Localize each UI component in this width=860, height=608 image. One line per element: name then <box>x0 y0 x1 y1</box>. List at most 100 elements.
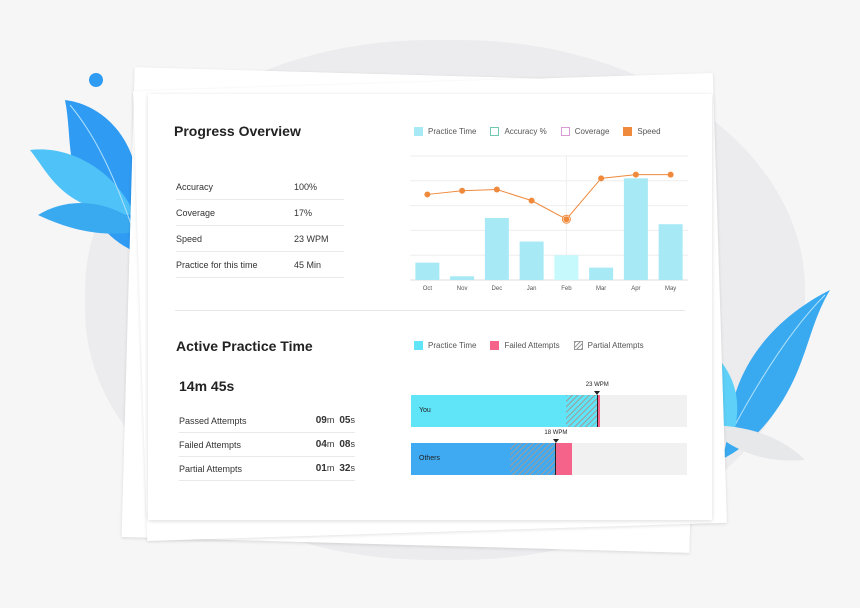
duration-unit: m <box>326 463 335 473</box>
x-tick-label: Nov <box>457 286 468 292</box>
stat-value: 100% <box>294 181 318 192</box>
legend-label: Practice Time <box>428 341 477 350</box>
x-tick-label: Feb <box>561 286 572 292</box>
duration-unit: m <box>326 415 335 425</box>
progress-legend-item: Practice Time <box>414 127 476 136</box>
practice-time-bar[interactable] <box>658 224 683 280</box>
speed-point[interactable] <box>459 187 466 194</box>
legend-swatch <box>414 127 423 136</box>
active-legend-item: Partial Attempts <box>573 341 644 350</box>
progress-overview-title: Progress Overview <box>174 123 301 139</box>
speed-point[interactable] <box>424 191 431 198</box>
stat-row: Accuracy 100% <box>176 174 344 200</box>
partial-segment[interactable] <box>510 443 556 475</box>
active-legend: Practice Time Failed Attempts Partial Atte… <box>414 341 644 350</box>
legend-label: Failed Attempts <box>504 341 560 350</box>
partial-segment[interactable] <box>565 395 598 427</box>
active-legend-item: Failed Attempts <box>490 341 560 350</box>
attempt-row: Passed Attempts 09m 05s <box>179 409 355 433</box>
practice-time-bar[interactable] <box>623 178 648 280</box>
legend-label: Practice Time <box>428 127 477 136</box>
stat-label: Accuracy <box>176 181 214 192</box>
speed-point[interactable] <box>493 186 500 193</box>
legend-label: Speed <box>637 127 661 136</box>
stat-row: Speed 23 WPM <box>176 226 344 252</box>
attempt-label: Failed Attempts <box>179 439 242 450</box>
progress-legend-item: Speed <box>623 127 661 136</box>
x-tick-label: May <box>665 286 676 292</box>
duration-unit: s <box>350 439 356 449</box>
stat-value: 17% <box>294 207 313 218</box>
practice-time-bar[interactable] <box>589 267 614 280</box>
attempt-label: Passed Attempts <box>179 415 247 426</box>
x-tick-label: Mar <box>596 286 606 292</box>
dot-decoration <box>89 73 103 87</box>
x-tick-label: Dec <box>492 286 503 292</box>
stat-row: Practice for this time 45 Min <box>176 252 344 278</box>
progress-legend-item: Coverage <box>560 127 610 136</box>
legend-label: Partial Attempts <box>587 341 644 350</box>
speed-point[interactable] <box>632 171 639 178</box>
failed-segment[interactable] <box>555 443 573 475</box>
practice-segment[interactable] <box>411 395 566 427</box>
duration-number: 08 <box>339 439 351 450</box>
duration-number: 09 <box>315 415 327 426</box>
active-legend-item: Practice Time <box>414 341 476 350</box>
legend-swatch <box>490 341 500 350</box>
speed-point[interactable] <box>598 175 605 182</box>
dashboard-card: Progress Overview Practice Time Accuracy … <box>148 94 712 520</box>
attempt-row: Partial Attempts 01m 32s <box>179 457 355 481</box>
attempts-list: Passed Attempts 09m 05s Failed Attempts 04m 0… <box>179 409 355 481</box>
legend-swatch <box>560 127 570 136</box>
practice-time-bar[interactable] <box>554 255 579 280</box>
wpm-marker-arrow-icon <box>594 391 601 395</box>
progress-chart: Oct Nov Dec Jan Feb Mar Apr May <box>410 155 688 292</box>
stat-value: 45 Min <box>294 259 322 270</box>
practice-segment[interactable] <box>411 443 511 475</box>
stat-label: Speed <box>176 233 203 244</box>
stat-row: Coverage 17% <box>176 200 344 226</box>
practice-time-bar[interactable] <box>484 218 509 280</box>
attempt-duration: 09m 05s <box>316 415 355 426</box>
progress-legend: Practice Time Accuracy % Coverage Speed <box>414 127 661 136</box>
speed-point[interactable] <box>563 216 570 223</box>
duration-number: 01 <box>315 463 327 474</box>
active-practice-title: Active Practice Time <box>176 338 313 354</box>
section-divider <box>175 310 685 311</box>
total-time: 14m 45s <box>179 378 235 394</box>
duration-number: 32 <box>339 463 351 474</box>
attempt-label: Partial Attempts <box>179 463 243 474</box>
failed-segment[interactable] <box>597 395 600 427</box>
legend-label: Coverage <box>574 127 610 136</box>
duration-unit: m <box>326 439 335 449</box>
duration-unit: s <box>350 463 356 473</box>
wpm-label: 18 WPM <box>544 430 568 436</box>
legend-swatch <box>414 341 423 350</box>
progress-stats: Accuracy 100% Coverage 17% Speed 23 WPM Practi… <box>176 174 344 278</box>
wpm-marker-line <box>596 395 598 427</box>
speed-point[interactable] <box>528 197 535 204</box>
practice-time-bar[interactable] <box>450 276 475 280</box>
progress-legend-item: Accuracy % <box>490 127 547 136</box>
bar-label: You <box>419 407 431 414</box>
duration-number: 04 <box>315 439 327 450</box>
legend-swatch <box>490 127 500 136</box>
attempt-duration: 04m 08s <box>316 439 355 450</box>
speed-line <box>427 174 671 220</box>
bar-label: Others <box>419 455 441 462</box>
leaf-decoration-left <box>30 73 148 255</box>
practice-time-bar[interactable] <box>415 262 440 280</box>
stat-label: Coverage <box>176 207 216 218</box>
attempt-duration: 01m 32s <box>316 463 355 474</box>
wpm-marker-arrow-icon <box>552 439 559 443</box>
x-tick-label: Apr <box>631 286 640 292</box>
leaf-decoration-right <box>705 290 830 461</box>
speed-point[interactable] <box>667 171 674 178</box>
legend-label: Accuracy % <box>504 127 547 136</box>
attempt-row: Failed Attempts 04m 08s <box>179 433 355 457</box>
x-tick-label: Oct <box>423 286 433 292</box>
wpm-label: 23 WPM <box>585 382 609 388</box>
practice-time-bar[interactable] <box>519 241 544 280</box>
duration-unit: s <box>350 415 356 425</box>
duration-number: 05 <box>339 415 351 426</box>
